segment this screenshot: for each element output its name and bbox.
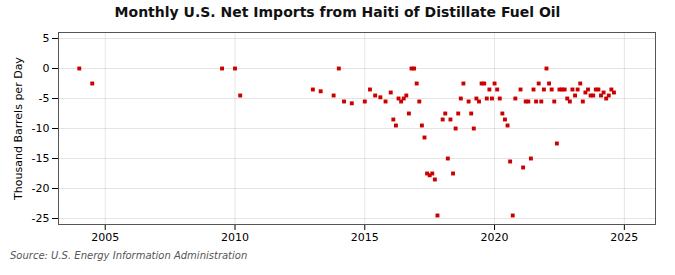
svg-text:2015: 2015 <box>351 231 379 244</box>
svg-text:5: 5 <box>43 32 50 45</box>
svg-text:2025: 2025 <box>610 231 638 244</box>
svg-text:-10: -10 <box>32 122 50 135</box>
svg-text:-25: -25 <box>32 212 50 225</box>
svg-text:-5: -5 <box>39 92 50 105</box>
svg-text:-15: -15 <box>32 152 50 165</box>
svg-text:2010: 2010 <box>221 231 249 244</box>
html-text:Source: U.S. Energy Informatio: Source: U.S. Energy Information Administ… <box>10 250 248 261</box>
svg-text:0: 0 <box>43 62 50 75</box>
svg-text:2020: 2020 <box>481 231 509 244</box>
svg-text:-20: -20 <box>32 182 50 195</box>
svg-text:2005: 2005 <box>91 231 119 244</box>
svg-text:Thousand Barrels per Day: Thousand Barrels per Day <box>12 57 25 201</box>
html-text:Monthly U.S. Net Imports from: Monthly U.S. Net Imports from Haiti of D… <box>114 4 561 20</box>
